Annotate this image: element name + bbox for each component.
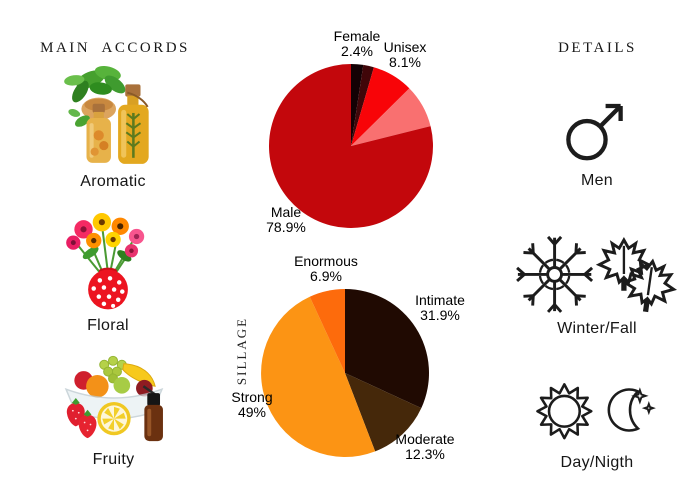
slice-name: Strong [231, 389, 273, 405]
details-title: DETAILS [558, 40, 637, 56]
pie-slice-unisex [351, 67, 410, 146]
slice-value: 12.3% [405, 446, 445, 462]
pie-label-male: Male 78.9% [250, 205, 322, 235]
slice-value: 6.9% [310, 268, 342, 284]
pie-slice-male [269, 64, 433, 228]
floral-bouquet-icon [66, 213, 145, 310]
slice-value: 2.4% [341, 43, 373, 59]
sillage-pie-chart [261, 289, 429, 457]
pie-slice-unlabeled [351, 64, 374, 146]
accord-item-fruity: Fruity [36, 352, 191, 469]
pie-label-moderate: Moderate 12.3% [385, 432, 465, 462]
slice-name: Unisex [383, 39, 427, 55]
sun-moon-icon [536, 383, 656, 440]
slice-name: Moderate [395, 431, 455, 447]
detail-item-day-night: Day/Nigth [517, 378, 677, 472]
slice-name: Intimate [415, 292, 465, 308]
detail-item-winter-fall: Winter/Fall [512, 232, 682, 338]
slice-value: 78.9% [266, 219, 306, 235]
slice-value: 49% [237, 404, 267, 420]
detail-label-day-night: Day/Nigth [560, 454, 634, 471]
slice-name: Male [270, 204, 302, 220]
detail-label-men: Men [580, 172, 614, 189]
pie-label-intimate: Intimate 31.9% [400, 293, 480, 323]
pie-slice-enormous [309, 289, 345, 373]
accord-label-aromatic: Aromatic [80, 173, 146, 190]
slice-value: 31.9% [420, 307, 460, 323]
accord-label-fruity: Fruity [92, 451, 135, 468]
pie-label-enormous: Enormous 6.9% [286, 254, 366, 284]
snowflake-maple-leaves-icon [515, 235, 679, 316]
detail-item-men: Men [517, 96, 677, 190]
accord-item-aromatic: Aromatic [38, 62, 188, 191]
slice-name: Enormous [294, 253, 358, 269]
slice-name: Female [333, 28, 381, 44]
pie-slice-female [351, 64, 364, 146]
aromatic-herbs-oil-icon [64, 66, 149, 164]
detail-label-winter-fall: Winter/Fall [557, 320, 637, 337]
pie-slice-moderate [345, 373, 422, 452]
main-accords-title: MAIN ACCORDS [40, 40, 190, 56]
pie-slice-unlabeled [351, 88, 431, 146]
accord-label-floral: Floral [87, 317, 129, 334]
pie-label-unisex: Unisex 8.1% [370, 40, 440, 70]
fruity-bowl-icon [64, 355, 163, 442]
accord-item-floral: Floral [33, 212, 183, 335]
slice-value: 8.1% [389, 54, 421, 70]
male-symbol-icon [566, 103, 623, 161]
pie-label-female: Female 2.4% [319, 29, 395, 59]
pie-slice-strong [261, 296, 376, 457]
sillage-axis-label: SILLAGE [234, 316, 249, 386]
pie-label-strong: Strong 49% [212, 390, 292, 420]
pie-slice-intimate [345, 289, 429, 409]
gender-pie-chart [269, 64, 433, 228]
